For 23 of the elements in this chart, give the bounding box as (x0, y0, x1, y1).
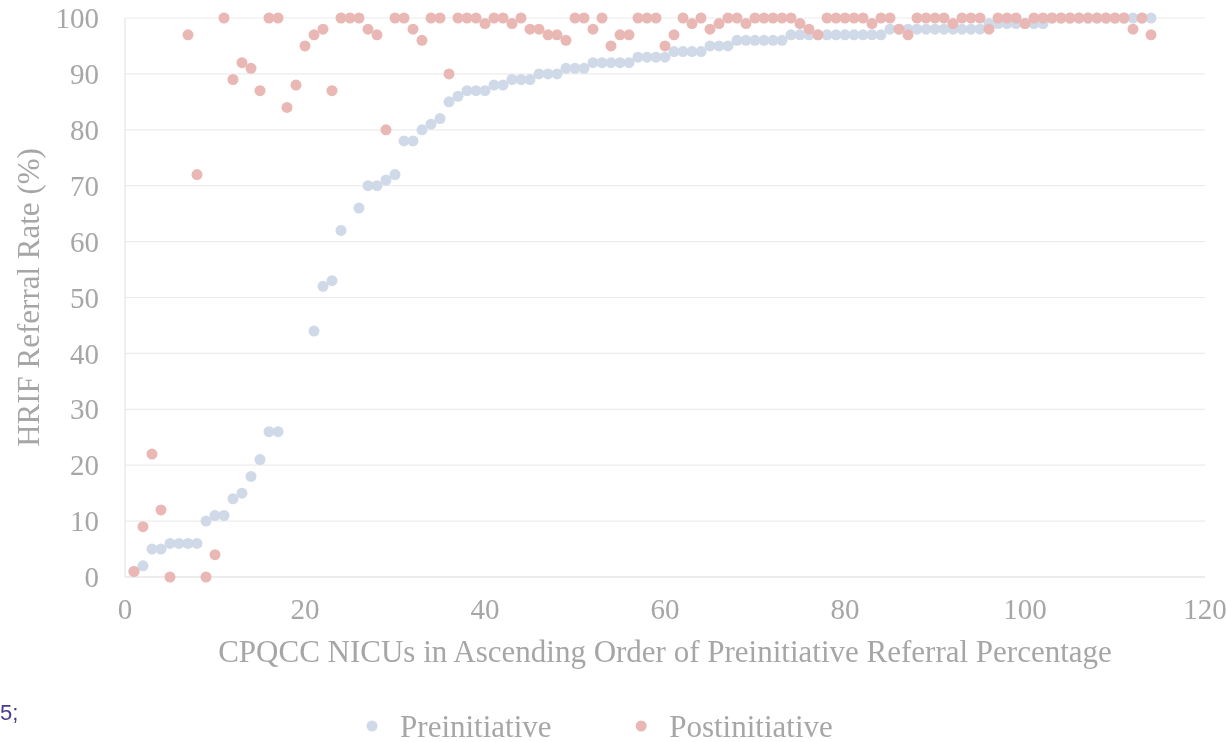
legend-label: Postinitiative (669, 708, 833, 742)
y-tick-label: 100 (55, 2, 99, 35)
y-tick-label: 80 (70, 113, 99, 146)
y-tick-label: 90 (70, 58, 99, 91)
x-tick-label: 40 (470, 593, 500, 626)
y-tick-label: 20 (70, 449, 99, 482)
x-tick-label: 120 (1183, 593, 1226, 626)
x-tick-label: 100 (1003, 593, 1047, 626)
y-tick-label: 50 (70, 281, 99, 314)
x-tick-label: 60 (650, 593, 680, 626)
y-tick-label: 70 (70, 169, 99, 202)
text: 5; (0, 699, 19, 725)
legend-label: Preinitiative (400, 708, 552, 742)
y-tick-label: 60 (70, 225, 99, 258)
x-axis-title: CPQCC NICUs in Ascending Order of Preinitiative Referral Percentage (218, 633, 1112, 669)
x-tick-label: 0 (117, 593, 133, 626)
y-tick-label: 0 (84, 561, 99, 594)
x-tick-label: 80 (830, 593, 860, 626)
y-axis-title: HRIF Referral Rate (%) (10, 148, 46, 447)
y-tick-label: 30 (70, 393, 99, 426)
y-tick-label: 10 (70, 505, 99, 538)
y-tick-label: 40 (70, 337, 99, 370)
x-tick-label: 20 (290, 593, 320, 626)
